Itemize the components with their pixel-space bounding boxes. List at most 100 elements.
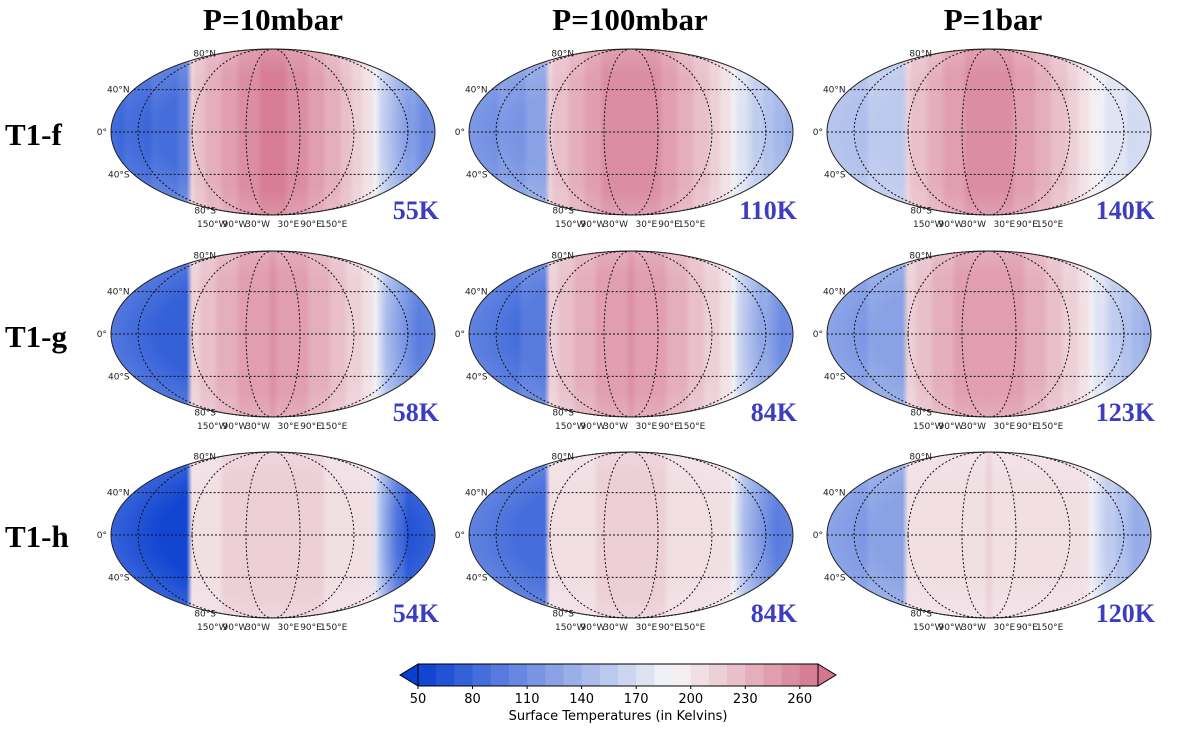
longitude-tick-label: 30°E bbox=[994, 220, 1016, 230]
latitude-tick-label: 80°S bbox=[910, 609, 932, 619]
longitude-tick-label: 30°W bbox=[603, 422, 628, 432]
colorbar-bin bbox=[527, 664, 546, 686]
latitude-tick-label: 40°N bbox=[465, 489, 488, 499]
longitude-tick-label: 90°W bbox=[581, 623, 606, 633]
longitude-tick-label: 150°E bbox=[678, 623, 706, 633]
latitude-tick-label: 80°N bbox=[551, 50, 574, 60]
latitude-tick-label: 80°S bbox=[194, 408, 216, 418]
meridian-line bbox=[961, 451, 990, 619]
map-outline bbox=[110, 48, 436, 216]
colorbar-title: Surface Temperatures (in Kelvins) bbox=[509, 709, 728, 724]
meridian-line bbox=[988, 48, 1017, 216]
meridian-line bbox=[630, 451, 659, 619]
colorbar-bin bbox=[636, 664, 655, 686]
latitude-tick-label: 80°N bbox=[909, 50, 932, 60]
colorbar-bin bbox=[799, 664, 819, 686]
longitude-tick-label: 150°E bbox=[1036, 422, 1064, 432]
longitude-tick-label: 90°E bbox=[1016, 422, 1038, 432]
latitude-tick-label: 0° bbox=[813, 128, 823, 138]
column-title-100mbar: P=100mbar bbox=[552, 2, 708, 37]
longitude-tick-label: 90°E bbox=[300, 422, 322, 432]
longitude-tick-label: 150°W bbox=[555, 220, 586, 230]
colorbar-bin bbox=[436, 664, 455, 686]
latitude-tick-label: 40°S bbox=[466, 170, 488, 180]
temperature-contrast-label: 84K bbox=[751, 599, 798, 628]
longitude-tick-label: 150°W bbox=[555, 623, 586, 633]
longitude-tick-label: 90°W bbox=[939, 422, 964, 432]
latitude-tick-label: 40°S bbox=[824, 170, 846, 180]
temperature-contrast-label: 55K bbox=[393, 196, 440, 225]
latitude-tick-label: 40°S bbox=[108, 372, 130, 382]
longitude-tick-label: 150°E bbox=[320, 220, 348, 230]
colorbar-tick-label: 50 bbox=[410, 692, 427, 707]
latitude-tick-label: 40°S bbox=[108, 170, 130, 180]
colorbar-bin bbox=[581, 664, 601, 686]
latitude-tick-label: 40°S bbox=[824, 573, 846, 583]
longitude-tick-label: 30°W bbox=[961, 422, 986, 432]
longitude-tick-label: 150°E bbox=[1036, 623, 1064, 633]
colorbar-tick-label: 200 bbox=[678, 692, 703, 707]
longitude-tick-label: 150°W bbox=[913, 422, 944, 432]
colorbar-bin bbox=[708, 664, 728, 686]
colorbar-tick-label: 170 bbox=[624, 692, 649, 707]
longitude-tick-label: 90°E bbox=[1016, 623, 1038, 633]
latitude-tick-label: 40°S bbox=[108, 573, 130, 583]
longitude-tick-label: 30°E bbox=[636, 422, 658, 432]
longitude-tick-label: 90°W bbox=[223, 422, 248, 432]
latitude-tick-label: 0° bbox=[455, 128, 465, 138]
colorbar-tick-label: 140 bbox=[569, 692, 594, 707]
latitude-tick-label: 80°S bbox=[194, 206, 216, 216]
longitude-tick-label: 30°E bbox=[636, 220, 658, 230]
latitude-tick-label: 40°S bbox=[466, 372, 488, 382]
longitude-tick-label: 30°E bbox=[994, 623, 1016, 633]
latitude-tick-label: 80°N bbox=[551, 453, 574, 463]
longitude-tick-label: 30°E bbox=[994, 422, 1016, 432]
meridian-line bbox=[137, 48, 274, 216]
latitude-tick-label: 40°N bbox=[107, 86, 130, 96]
map-outline bbox=[468, 451, 794, 619]
latitude-tick-label: 80°N bbox=[193, 50, 216, 60]
meridian-line bbox=[137, 451, 274, 619]
colorbar-extend-min bbox=[399, 663, 419, 687]
map-outline bbox=[826, 451, 1152, 619]
longitude-tick-label: 90°W bbox=[939, 623, 964, 633]
meridian-line bbox=[137, 250, 274, 418]
latitude-tick-label: 0° bbox=[813, 531, 823, 541]
latitude-tick-label: 80°S bbox=[552, 206, 574, 216]
longitude-tick-label: 90°W bbox=[581, 422, 606, 432]
meridian-line bbox=[988, 48, 1125, 216]
colorbar-bin bbox=[454, 664, 474, 686]
longitude-tick-label: 90°E bbox=[658, 422, 680, 432]
temperature-contrast-label: 84K bbox=[751, 398, 798, 427]
colorbar-bin bbox=[727, 664, 746, 686]
longitude-tick-label: 150°W bbox=[197, 422, 228, 432]
row-label-t1-g: T1-g bbox=[5, 319, 68, 354]
meridian-line bbox=[603, 48, 632, 216]
meridian-line bbox=[495, 250, 632, 418]
latitude-tick-label: 0° bbox=[97, 531, 107, 541]
meridian-line bbox=[495, 451, 632, 619]
meridian-line bbox=[603, 451, 632, 619]
colorbar-bin bbox=[418, 664, 437, 686]
meridian-line bbox=[630, 250, 659, 418]
temperature-contrast-label: 123K bbox=[1096, 398, 1156, 427]
latitude-tick-label: 40°N bbox=[107, 489, 130, 499]
map-outline bbox=[826, 250, 1152, 418]
latitude-tick-label: 40°N bbox=[823, 489, 846, 499]
longitude-tick-label: 30°W bbox=[245, 623, 270, 633]
row-label-t1-h: T1-h bbox=[5, 519, 69, 554]
map-outline bbox=[110, 250, 436, 418]
map-outline bbox=[468, 250, 794, 418]
colorbar-bin bbox=[672, 664, 692, 686]
colorbar-bin bbox=[545, 664, 564, 686]
longitude-tick-label: 90°E bbox=[300, 220, 322, 230]
longitude-tick-label: 30°E bbox=[278, 220, 300, 230]
longitude-tick-label: 30°E bbox=[278, 623, 300, 633]
map-outline bbox=[110, 451, 436, 619]
latitude-tick-label: 0° bbox=[97, 128, 107, 138]
colorbar-tick-label: 110 bbox=[515, 692, 540, 707]
